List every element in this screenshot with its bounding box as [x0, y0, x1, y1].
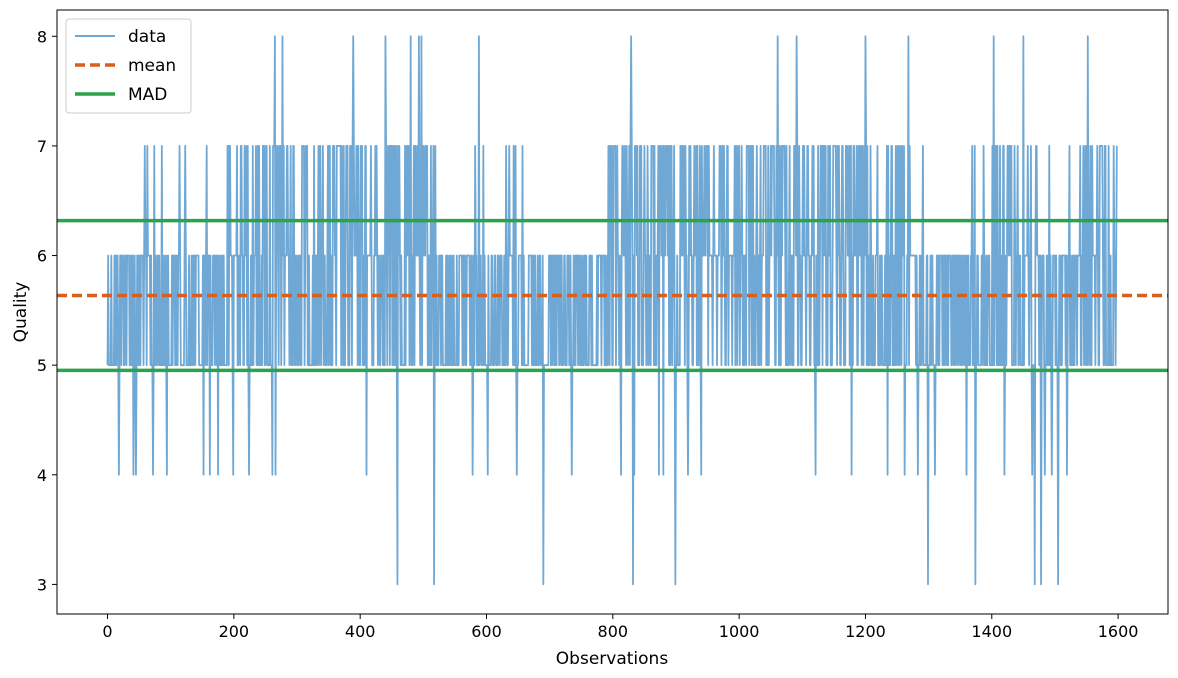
- x-tick-label: 0: [102, 622, 112, 641]
- legend-label-data: data: [128, 27, 166, 47]
- x-tick-label: 1200: [845, 622, 886, 641]
- x-tick-label: 200: [219, 622, 250, 641]
- y-tick-label: 8: [37, 27, 47, 46]
- y-axis-title: Quality: [11, 282, 31, 343]
- legend-label-mad: MAD: [128, 85, 167, 105]
- x-tick-label: 600: [471, 622, 502, 641]
- x-tick-label: 1400: [971, 622, 1012, 641]
- x-tick-label: 400: [345, 622, 376, 641]
- x-axis-title: Observations: [556, 649, 669, 669]
- legend: data mean MAD: [65, 18, 192, 114]
- legend-box: [65, 18, 192, 114]
- series-data-line: [106, 35, 1118, 586]
- legend-label-mean: mean: [128, 56, 176, 76]
- y-tick-label: 4: [37, 466, 47, 485]
- x-tick-label: 1000: [719, 622, 760, 641]
- y-tick-label: 6: [37, 247, 47, 266]
- x-tick-label: 1600: [1098, 622, 1139, 641]
- y-tick-label: 5: [37, 356, 47, 375]
- x-tick-label: 800: [598, 622, 629, 641]
- y-tick-label: 3: [37, 575, 47, 594]
- y-tick-label: 7: [37, 137, 47, 156]
